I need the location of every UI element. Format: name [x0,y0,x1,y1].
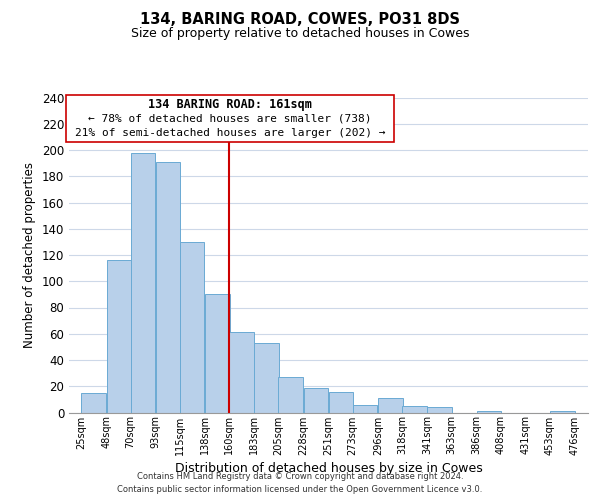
Bar [131,152,155,412]
FancyBboxPatch shape [67,94,394,142]
Bar [180,242,205,412]
Bar [229,332,254,412]
Bar [427,407,452,412]
Text: 134 BARING ROAD: 161sqm: 134 BARING ROAD: 161sqm [148,98,312,110]
Bar [353,404,377,412]
Bar [254,343,279,412]
Bar [378,398,403,412]
Text: Contains HM Land Registry data © Crown copyright and database right 2024.: Contains HM Land Registry data © Crown c… [137,472,463,481]
Text: Contains public sector information licensed under the Open Government Licence v3: Contains public sector information licen… [118,484,482,494]
Text: Size of property relative to detached houses in Cowes: Size of property relative to detached ho… [131,28,469,40]
Bar [329,392,353,412]
Text: 134, BARING ROAD, COWES, PO31 8DS: 134, BARING ROAD, COWES, PO31 8DS [140,12,460,28]
Bar [205,294,230,412]
Bar [304,388,328,412]
Bar [107,260,131,412]
Text: 21% of semi-detached houses are larger (202) →: 21% of semi-detached houses are larger (… [75,128,385,138]
Bar [82,393,106,412]
X-axis label: Distribution of detached houses by size in Cowes: Distribution of detached houses by size … [175,462,482,474]
Bar [402,406,427,412]
Bar [476,411,501,412]
Bar [550,411,575,412]
Bar [278,377,303,412]
Bar [156,162,181,412]
Text: ← 78% of detached houses are smaller (738): ← 78% of detached houses are smaller (73… [88,114,372,124]
Y-axis label: Number of detached properties: Number of detached properties [23,162,36,348]
